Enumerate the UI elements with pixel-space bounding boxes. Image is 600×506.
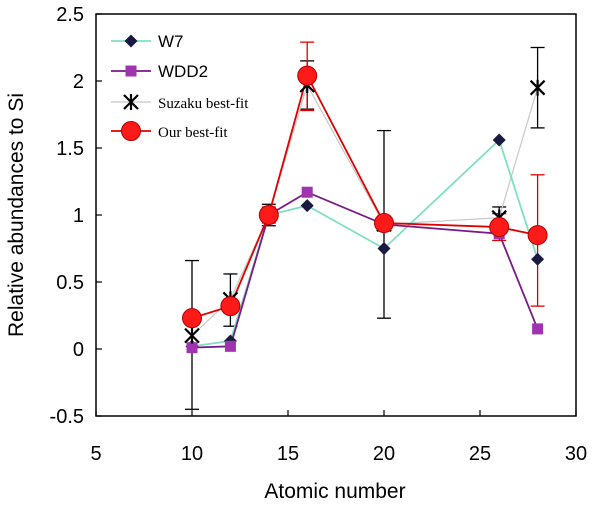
- data-point-circle: [297, 65, 318, 86]
- data-point-square: [301, 186, 313, 198]
- legend-item: WDD2: [111, 62, 208, 81]
- tick-labels: 5 10 15 20 25 30 -0.5 0 0.5 1 1.5 2 2.5: [50, 4, 588, 465]
- x-tick-label: 30: [565, 443, 587, 465]
- legend-marker-asterisk: [123, 94, 139, 110]
- x-tick-label: 20: [373, 443, 395, 465]
- data-point-asterisk: [529, 79, 546, 96]
- y-tick-label: 1.5: [56, 138, 84, 160]
- series-line-0: [191, 138, 539, 348]
- data-point-square: [186, 342, 198, 354]
- series-line-3: [191, 73, 538, 320]
- data-point-diamond: [300, 199, 314, 213]
- y-tick-label: -0.5: [50, 406, 84, 428]
- data-point-circle: [489, 217, 510, 238]
- y-tick-label: 2: [73, 71, 84, 93]
- data-point-circle: [182, 308, 202, 329]
- x-tick-label: 25: [469, 443, 491, 465]
- y-tick-label: 0: [73, 339, 84, 361]
- legend-label: Our best-fit: [158, 125, 228, 141]
- legend-item: Suzaku best-fit: [111, 94, 249, 112]
- legend-marker-diamond: [124, 34, 138, 48]
- legend-marker-circle: [121, 121, 141, 141]
- legend-item: Our best-fit: [111, 121, 228, 141]
- legend: W7 WDD2 Suzaku best-fit Our best-fit: [111, 32, 249, 141]
- data-point-diamond: [377, 242, 391, 255]
- y-tick-label: 0.5: [56, 272, 84, 294]
- x-tick-label: 10: [181, 443, 203, 465]
- y-axis-label: Relative abundances to Si: [5, 93, 28, 337]
- legend-item: W7: [111, 32, 184, 51]
- series-markers: [182, 65, 548, 354]
- data-point-asterisk: [184, 327, 200, 344]
- data-point-diamond: [492, 133, 506, 147]
- data-point-square: [532, 323, 544, 335]
- legend-label: W7: [158, 32, 184, 51]
- data-point-circle: [258, 205, 279, 225]
- legend-label: Suzaku best-fit: [158, 96, 249, 112]
- data-point-circle: [220, 296, 241, 317]
- legend-marker-square: [125, 65, 137, 77]
- x-tick-label: 5: [90, 443, 101, 465]
- x-tick-label: 15: [277, 443, 299, 465]
- data-point-diamond: [531, 252, 545, 266]
- axes: [95, 13, 577, 417]
- x-axis-label: Atomic number: [264, 480, 405, 503]
- legend-label: WDD2: [158, 62, 208, 81]
- data-point-circle: [374, 213, 394, 234]
- data-point-square: [224, 340, 236, 352]
- y-tick-label: 2.5: [56, 4, 84, 26]
- data-point-circle: [527, 225, 548, 246]
- y-tick-label: 1: [73, 205, 84, 227]
- series-lines: [191, 73, 539, 349]
